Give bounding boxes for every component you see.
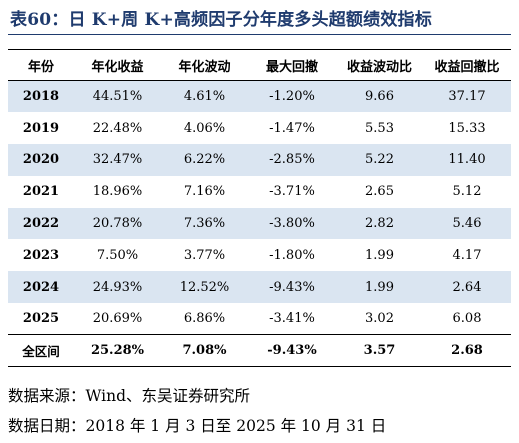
cell-annual-return: 44.51% [74, 80, 161, 113]
cell-annual-volatility: 4.61% [161, 80, 248, 113]
cell-annual-volatility: 7.16% [183, 184, 226, 200]
cell-return-drawdown-ratio: 5.12 [452, 184, 482, 200]
table-row: 2024 24.93% 12.52% -9.43% 1.99 2.64 [8, 271, 511, 304]
cell-return-drawdown-ratio: 4.17 [452, 247, 482, 263]
cell-year: 2023 [22, 247, 60, 263]
cell-annual-return: 24.93% [74, 271, 161, 304]
cell-return-volatility-ratio: 5.53 [365, 120, 394, 136]
cell-return-drawdown-ratio: 2.64 [423, 271, 511, 304]
header-return-volatility-ratio: 收益波动比 [336, 49, 423, 81]
table-header-row: 年份 年化收益 年化波动 最大回撤 收益波动比 收益回撤比 [8, 49, 511, 81]
cell-return-drawdown-ratio: 37.17 [423, 80, 511, 113]
table-row: 2021 18.96% 7.16% -3.71% 2.65 5.12 [8, 176, 511, 208]
cell-max-drawdown: -1.20% [248, 80, 336, 113]
cell-max-drawdown: -3.41% [269, 311, 315, 327]
cell-return-volatility-ratio: 3.02 [365, 311, 394, 327]
cell-annual-return: 32.47% [74, 144, 161, 176]
cell-max-drawdown: -9.43% [248, 271, 336, 304]
table-row: 2025 20.69% 6.86% -3.41% 3.02 6.08 [8, 303, 511, 335]
table-row: 2023 7.50% 3.77% -1.80% 1.99 4.17 [8, 239, 511, 271]
header-annual-return: 年化收益 [74, 49, 161, 81]
cell-return-volatility-ratio: 2.65 [365, 184, 394, 200]
total-return-volatility-ratio: 3.57 [336, 334, 423, 368]
cell-year: 2018 [8, 80, 74, 113]
cell-annual-return: 20.78% [74, 207, 161, 240]
cell-annual-volatility: 4.06% [183, 120, 226, 136]
cell-return-volatility-ratio: 1.99 [336, 271, 423, 304]
cell-annual-return: 22.48% [92, 120, 143, 136]
total-annual-volatility: 7.08% [161, 334, 248, 368]
total-return-drawdown-ratio: 2.68 [423, 334, 511, 368]
cell-max-drawdown: -2.85% [248, 144, 336, 176]
cell-annual-volatility: 6.86% [183, 311, 226, 327]
header-annual-volatility: 年化波动 [161, 49, 248, 81]
cell-max-drawdown: -1.47% [269, 120, 315, 136]
cell-year: 2020 [8, 144, 74, 176]
table-row: 2020 32.47% 6.22% -2.85% 5.22 11.40 [8, 144, 511, 176]
cell-return-volatility-ratio: 1.99 [365, 247, 394, 263]
cell-return-volatility-ratio: 5.22 [336, 144, 423, 176]
table-total-row: 全区间 25.28% 7.08% -9.43% 3.57 2.68 [8, 334, 511, 368]
total-max-drawdown: -9.43% [248, 334, 336, 368]
header-year: 年份 [8, 49, 74, 81]
header-max-drawdown: 最大回撤 [248, 49, 336, 81]
cell-return-drawdown-ratio: 11.40 [423, 144, 511, 176]
table-title: 表60：日 K+周 K+高频因子分年度多头超额绩效指标 [10, 10, 432, 30]
cell-annual-volatility: 7.36% [161, 207, 248, 240]
cell-year: 2024 [8, 271, 74, 304]
cell-annual-volatility: 3.77% [183, 247, 226, 263]
cell-return-volatility-ratio: 2.82 [336, 207, 423, 240]
header-return-drawdown-ratio: 收益回撤比 [423, 49, 511, 81]
cell-max-drawdown: -3.80% [248, 207, 336, 240]
cell-max-drawdown: -1.80% [269, 247, 315, 263]
total-annual-return: 25.28% [74, 334, 161, 368]
table-row: 2022 20.78% 7.36% -3.80% 2.82 5.46 [8, 207, 511, 240]
cell-annual-return: 20.69% [92, 311, 143, 327]
cell-annual-return: 7.50% [96, 247, 139, 263]
table-row: 2018 44.51% 4.61% -1.20% 9.66 37.17 [8, 80, 511, 113]
cell-return-volatility-ratio: 9.66 [336, 80, 423, 113]
cell-year: 2022 [8, 207, 74, 240]
data-source-note: 数据来源：Wind、东吴证券研究所 [8, 387, 251, 405]
cell-return-drawdown-ratio: 6.08 [452, 311, 482, 327]
data-date-note: 数据日期：2018 年 1 月 3 日至 2025 年 10 月 31 日 [8, 417, 387, 435]
total-year: 全区间 [8, 334, 74, 368]
cell-return-drawdown-ratio: 5.46 [423, 207, 511, 240]
cell-year: 2021 [22, 184, 60, 200]
performance-table: 年份 年化收益 年化波动 最大回撤 收益波动比 收益回撤比 2018 44.51%… [8, 49, 511, 368]
cell-annual-return: 18.96% [92, 184, 143, 200]
cell-annual-volatility: 12.52% [161, 271, 248, 304]
cell-return-drawdown-ratio: 15.33 [448, 120, 486, 136]
cell-max-drawdown: -3.71% [269, 184, 315, 200]
cell-year: 2025 [22, 311, 60, 327]
title-divider [8, 34, 511, 35]
cell-annual-volatility: 6.22% [161, 144, 248, 176]
cell-year: 2019 [22, 120, 60, 136]
table-row: 2019 22.48% 4.06% -1.47% 5.53 15.33 [8, 112, 511, 144]
